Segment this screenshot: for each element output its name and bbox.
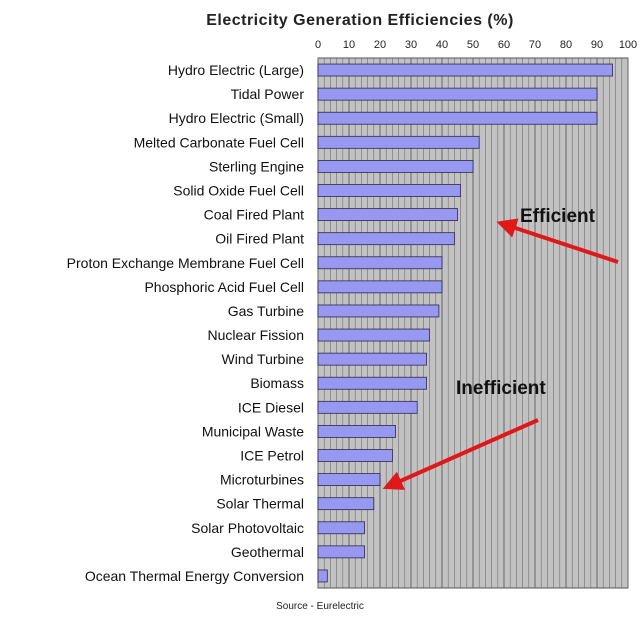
category-label: Wind Turbine <box>222 351 305 367</box>
x-tick-label: 10 <box>343 39 355 51</box>
bar <box>317 521 365 535</box>
bar <box>317 328 430 342</box>
x-tick-label: 40 <box>436 39 448 51</box>
annotation-efficient: Efficient <box>520 206 596 227</box>
category-label: ICE Diesel <box>238 399 304 415</box>
bar <box>317 256 443 270</box>
bar <box>317 111 598 125</box>
category-label: Biomass <box>250 375 304 391</box>
x-tick-label: 100 <box>619 39 637 51</box>
bar <box>317 400 418 414</box>
category-label: Oil Fired Plant <box>215 231 304 247</box>
x-tick-label: 50 <box>467 39 479 51</box>
x-tick-label: 80 <box>560 39 572 51</box>
bar <box>317 63 613 77</box>
bar <box>317 208 458 221</box>
category-label: Hydro Electric (Small) <box>169 110 304 126</box>
category-label: Solid Oxide Fuel Cell <box>173 183 304 199</box>
category-label: Hydro Electric (Large) <box>168 62 304 78</box>
bar <box>317 425 396 438</box>
annotation-inefficient: Inefficient <box>456 378 546 399</box>
category-labels: Hydro Electric (Large) Tidal Power Hydro E… <box>67 62 305 584</box>
chart-title: Electricity Generation Efficiencies (%) <box>206 12 514 29</box>
category-label: Ocean Thermal Energy Conversion <box>85 568 304 584</box>
annotations: Efficient Inefficient <box>382 206 619 490</box>
x-tick-label: 20 <box>374 39 386 51</box>
bar <box>317 160 474 173</box>
category-label: Proton Exchange Membrane Fuel Cell <box>67 255 304 271</box>
x-tick-label: 60 <box>498 39 510 51</box>
bars <box>317 63 613 583</box>
bar <box>317 135 480 149</box>
bar <box>317 473 381 486</box>
bar <box>317 232 455 246</box>
bar <box>317 184 462 197</box>
category-label: Geothermal <box>231 544 304 560</box>
bar <box>317 304 440 318</box>
bar <box>317 497 375 511</box>
bar <box>317 280 443 294</box>
category-label: Phosphoric Acid Fuel Cell <box>144 279 304 295</box>
bar <box>317 569 328 583</box>
x-tick-label: 0 <box>315 39 321 51</box>
category-label: Gas Turbine <box>228 303 304 319</box>
category-label: Coal Fired Plant <box>204 207 304 223</box>
category-label: Nuclear Fission <box>208 327 304 343</box>
category-label: ICE Petrol <box>240 448 304 464</box>
category-label: Microturbines <box>220 472 304 488</box>
x-tick-label: 70 <box>529 39 541 51</box>
arrow-inefficient <box>382 418 539 490</box>
category-label: Tidal Power <box>231 86 305 102</box>
category-label: Municipal Waste <box>202 423 304 439</box>
x-tick-label: 90 <box>591 39 603 51</box>
category-label: Solar Photovoltaic <box>191 520 304 536</box>
category-label: Solar Thermal <box>216 496 304 512</box>
bar <box>317 449 393 462</box>
x-tick-label: 30 <box>405 39 417 51</box>
x-axis-ticks: 0 10 20 30 40 50 60 70 80 90 100 <box>315 39 637 51</box>
arrow-efficient <box>496 218 619 264</box>
bar <box>317 87 598 101</box>
category-label: Sterling Engine <box>209 158 304 174</box>
source-note: Source - Eurelectric <box>276 601 364 612</box>
category-label: Melted Carbonate Fuel Cell <box>134 134 304 150</box>
bar <box>317 352 427 366</box>
bar <box>317 545 365 559</box>
bar <box>317 376 427 390</box>
